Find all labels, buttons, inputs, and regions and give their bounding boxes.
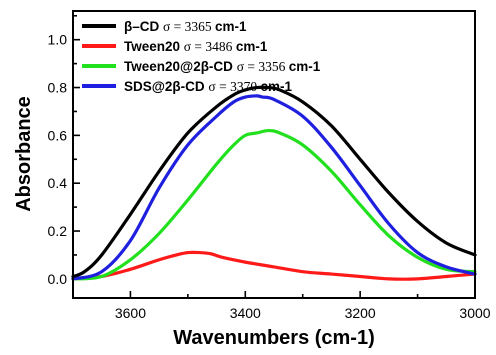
legend-unit: cm-1	[289, 59, 321, 74]
legend-entry: Tween20@2β-CD σ = 3356 cm-1	[82, 59, 321, 74]
legend-sigma-value: σ = 3356	[237, 59, 289, 74]
plot-frame	[72, 10, 476, 299]
y-tick-label: 0.4	[48, 175, 68, 191]
y-axis-title: Absorbance	[13, 96, 35, 212]
legend-sigma-value: σ = 3370	[208, 79, 260, 94]
y-tick-label: 0.6	[48, 127, 68, 143]
x-tick-label: 3400	[230, 305, 261, 321]
legend-series-name: Tween20	[124, 39, 184, 54]
series-line-3-tween20-2-cd	[71, 128, 477, 281]
y-tick-label: 0.8	[48, 80, 68, 96]
ticks-layer: 3600 3400 3200 3000 0.0 0.2 0.4 0.6 0.8 1.0	[48, 14, 491, 321]
y-tick-label: 1.0	[48, 32, 68, 48]
legend-series-name: SDS@2β-CD	[124, 79, 208, 94]
legend-unit: cm-1	[260, 79, 292, 94]
y-tick-label: 0.0	[48, 271, 68, 287]
legend-entry: β–CD σ = 3365 cm-1	[82, 19, 247, 34]
legend-label: Tween20@2β-CD σ = 3356 cm-1	[124, 59, 321, 74]
legend-sigma-value: σ = 3486	[184, 39, 236, 54]
legend-label: β–CD σ = 3365 cm-1	[124, 19, 247, 34]
x-tick-label: 3600	[115, 305, 146, 321]
legend-label: Tween20 σ = 3486 cm-1	[124, 39, 268, 54]
legend-unit: cm-1	[236, 39, 268, 54]
x-tick-label: 3000	[459, 305, 490, 321]
x-tick-label: 3200	[345, 305, 376, 321]
series-layer	[71, 85, 477, 281]
legend-series-name: Tween20@2β-CD	[124, 59, 237, 74]
series-line-2-tween20	[71, 250, 477, 281]
legend-series-name: β–CD	[124, 19, 163, 34]
series-line-1-cd	[71, 85, 477, 279]
legend-label: SDS@2β-CD σ = 3370 cm-1	[124, 79, 292, 94]
x-axis-title: Wavenumbers (cm-1)	[173, 327, 375, 349]
legend-entry: Tween20 σ = 3486 cm-1	[82, 39, 268, 54]
legend-unit: cm-1	[215, 19, 247, 34]
legend-sigma-value: σ = 3365	[163, 19, 215, 34]
legend-entry: SDS@2β-CD σ = 3370 cm-1	[82, 79, 292, 94]
y-tick-label: 0.2	[48, 223, 68, 239]
series-line-4-sds-2-cd	[71, 94, 477, 281]
